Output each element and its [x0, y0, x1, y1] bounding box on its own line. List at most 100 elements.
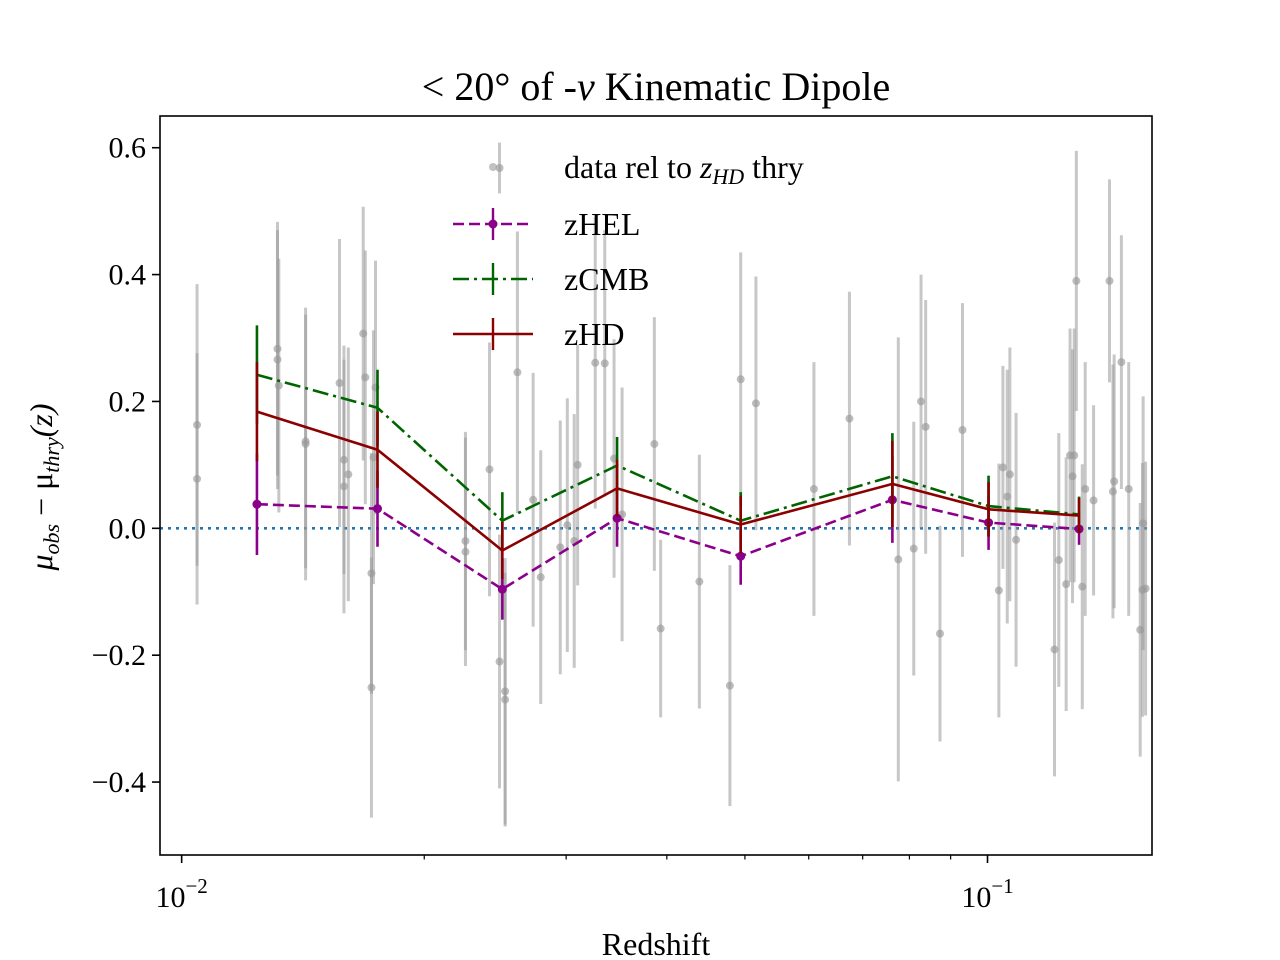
chart-title: < 20° of -v Kinematic Dipole [422, 64, 890, 109]
data-marker [1062, 580, 1071, 589]
x-tick-label: 10−1 [961, 874, 1013, 914]
data-marker [536, 573, 545, 582]
data-marker [1005, 470, 1014, 479]
legend-marker-data [489, 163, 497, 171]
data-point [1105, 179, 1114, 383]
data-point [809, 362, 818, 616]
series-zhel-marker [252, 499, 262, 509]
series-zhel-marker [497, 584, 507, 594]
data-marker [935, 629, 944, 638]
data-marker [563, 521, 572, 530]
data-point [845, 291, 854, 546]
data-marker [751, 399, 760, 408]
data-marker [1110, 477, 1119, 486]
data-point [736, 252, 745, 507]
legend-label-data: data rel to zHD thry [564, 149, 804, 189]
data-point [1141, 461, 1150, 716]
data-marker [695, 577, 704, 586]
data-marker [909, 544, 918, 553]
data-marker [274, 381, 283, 390]
data-marker [1089, 496, 1098, 505]
data-point [1054, 433, 1063, 687]
series-zhd-line [256, 410, 1080, 552]
data-marker [495, 164, 504, 173]
data-marker [513, 368, 522, 377]
legend-entry-zhel: zHEL [453, 206, 640, 242]
data-marker [301, 439, 310, 448]
data-marker [573, 460, 582, 469]
data-marker [495, 657, 504, 666]
data-point [367, 557, 376, 818]
legend-marker-zhel [488, 219, 498, 229]
data-point [335, 239, 344, 528]
data-marker [556, 543, 565, 552]
legend-entry-data: data rel to zHD thry [489, 149, 804, 189]
data-point [485, 342, 494, 597]
data-point [536, 450, 545, 705]
data-point [301, 307, 310, 581]
series-zhel-line [256, 498, 1080, 591]
data-marker [1124, 484, 1133, 493]
data-marker [461, 547, 470, 556]
data-marker [193, 474, 202, 483]
data-point [361, 250, 370, 505]
data-point [958, 303, 967, 557]
data-point [1062, 457, 1071, 712]
y-tick-label: −0.4 [92, 766, 146, 799]
data-marker [1070, 451, 1079, 460]
data-point [917, 274, 926, 529]
x-axis-ticks: 10−2 10−1 [155, 855, 1014, 914]
data-marker [1012, 535, 1021, 544]
data-marker [1054, 556, 1063, 565]
data-point [495, 534, 504, 789]
data-marker [344, 470, 353, 479]
data-point [935, 525, 944, 742]
data-point [695, 454, 704, 709]
legend-label-zhd: zHD [564, 316, 624, 352]
y-tick-label: 0.0 [109, 512, 147, 545]
data-marker [1081, 484, 1090, 493]
binned-series-layer [252, 325, 1084, 620]
plot-frame [159, 115, 1153, 856]
legend: data rel to zHD thry zHEL zCMB zHD [453, 149, 804, 352]
data-point [1012, 412, 1021, 667]
series-zhel-marker [736, 551, 746, 561]
data-point [193, 353, 202, 605]
data-marker [994, 586, 1003, 595]
series-zhel-marker [373, 504, 383, 514]
data-point [501, 572, 510, 827]
y-tick-label: 0.2 [109, 385, 147, 418]
data-point [998, 365, 1007, 569]
data-marker [845, 414, 854, 423]
data-point [1072, 150, 1081, 411]
data-marker [656, 624, 665, 633]
y-axis-ticks: 0.6 0.4 0.2 0.0 −0.2 −0.4 [92, 132, 160, 799]
series-zhel [252, 453, 1084, 620]
data-point [1070, 328, 1079, 583]
data-point [1110, 354, 1119, 609]
data-marker [650, 439, 659, 448]
data-point [1081, 362, 1090, 616]
data-point [1117, 235, 1126, 489]
y-axis-label: μobs − μthry(z) [23, 403, 64, 571]
data-point [339, 359, 348, 614]
x-tick-label: 10−2 [155, 874, 207, 914]
data-point [563, 398, 572, 653]
data-marker [894, 555, 903, 564]
data-marker [361, 373, 370, 382]
data-point [1124, 362, 1133, 616]
legend-entry-zhd: zHD [453, 316, 624, 352]
data-point [725, 565, 734, 807]
data-point [600, 230, 609, 497]
data-marker [501, 695, 510, 704]
data-point [909, 421, 918, 676]
legend-label-zcmb: zCMB [564, 261, 649, 297]
data-marker [529, 495, 538, 504]
data-marker [591, 358, 600, 367]
x-axis-label: Redshift [602, 926, 711, 960]
data-marker [485, 465, 494, 474]
data-marker [1050, 645, 1059, 654]
data-marker [725, 681, 734, 690]
